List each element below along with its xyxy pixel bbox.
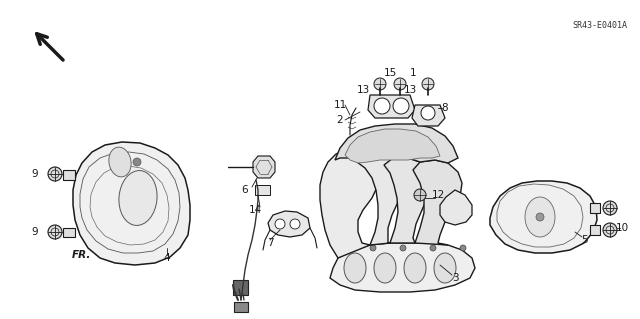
Polygon shape: [590, 225, 600, 235]
Polygon shape: [73, 142, 190, 265]
Polygon shape: [335, 124, 458, 163]
Circle shape: [48, 225, 62, 239]
Circle shape: [393, 98, 409, 114]
Circle shape: [374, 78, 386, 90]
Polygon shape: [590, 203, 600, 213]
Circle shape: [536, 213, 544, 221]
Text: 9: 9: [32, 227, 38, 237]
Polygon shape: [413, 160, 462, 245]
Text: SR43-E0401A: SR43-E0401A: [572, 20, 627, 29]
Text: 4: 4: [164, 253, 170, 263]
Polygon shape: [490, 181, 597, 253]
Circle shape: [133, 158, 141, 166]
Text: 3: 3: [452, 273, 458, 283]
Circle shape: [422, 78, 434, 90]
Polygon shape: [320, 148, 381, 258]
Polygon shape: [268, 211, 310, 237]
Text: 5: 5: [582, 235, 588, 245]
Text: 9: 9: [32, 169, 38, 179]
Text: 8: 8: [442, 103, 448, 113]
Text: 13: 13: [356, 85, 370, 95]
Circle shape: [340, 245, 346, 251]
Text: 11: 11: [333, 100, 347, 110]
Ellipse shape: [525, 197, 555, 237]
Text: 10: 10: [616, 223, 628, 233]
Polygon shape: [63, 228, 75, 237]
Polygon shape: [357, 155, 403, 245]
Text: 13: 13: [403, 85, 417, 95]
Circle shape: [430, 245, 436, 251]
Ellipse shape: [434, 253, 456, 283]
Text: FR.: FR.: [72, 250, 92, 260]
Polygon shape: [345, 129, 440, 163]
Circle shape: [421, 106, 435, 120]
Polygon shape: [253, 156, 275, 178]
Polygon shape: [234, 302, 248, 312]
Circle shape: [460, 245, 466, 251]
Circle shape: [603, 201, 617, 215]
Polygon shape: [63, 170, 75, 180]
Circle shape: [48, 167, 62, 181]
Text: 12: 12: [431, 190, 445, 200]
Ellipse shape: [119, 171, 157, 226]
Circle shape: [414, 189, 426, 201]
Polygon shape: [368, 95, 415, 118]
Circle shape: [370, 245, 376, 251]
Text: 7: 7: [267, 238, 273, 248]
Circle shape: [374, 98, 390, 114]
Circle shape: [290, 219, 300, 229]
Polygon shape: [330, 243, 475, 292]
Text: 1: 1: [410, 68, 416, 78]
Polygon shape: [384, 158, 430, 243]
Ellipse shape: [109, 147, 131, 177]
Polygon shape: [440, 190, 472, 225]
Polygon shape: [412, 105, 445, 126]
Ellipse shape: [404, 253, 426, 283]
Ellipse shape: [344, 253, 366, 283]
Text: 14: 14: [248, 205, 262, 215]
Text: 15: 15: [383, 68, 397, 78]
Circle shape: [275, 219, 285, 229]
Text: 2: 2: [337, 115, 343, 125]
Circle shape: [400, 245, 406, 251]
Ellipse shape: [374, 253, 396, 283]
Circle shape: [603, 223, 617, 237]
Polygon shape: [255, 185, 270, 195]
Circle shape: [394, 78, 406, 90]
Polygon shape: [233, 280, 248, 295]
Text: 6: 6: [242, 185, 248, 195]
